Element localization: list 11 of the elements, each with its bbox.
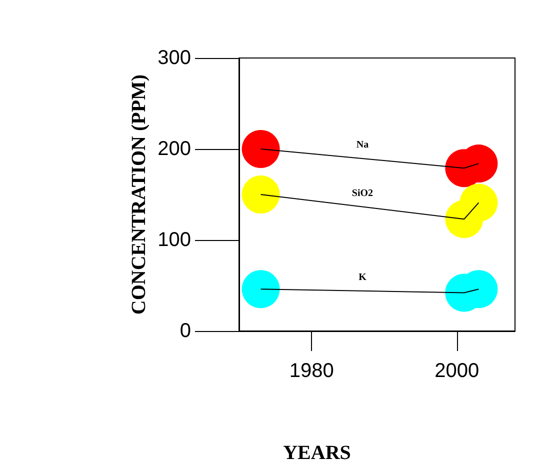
x-tick-label: 1980 [289,360,334,382]
x-axis-title: YEARS [283,442,351,464]
y-tick-label: 0 [180,320,191,342]
y-tick-label: 100 [158,229,191,251]
series-label: K [358,272,367,283]
y-tick-label: 200 [158,138,191,160]
series-label: Na [356,140,369,151]
series-label: SiO2 [352,188,374,199]
x-tick-label: 2000 [434,360,480,382]
y-tick-label: 300 [158,47,191,69]
y-axis-title: CONCENTRATION (PPM) [128,74,150,315]
